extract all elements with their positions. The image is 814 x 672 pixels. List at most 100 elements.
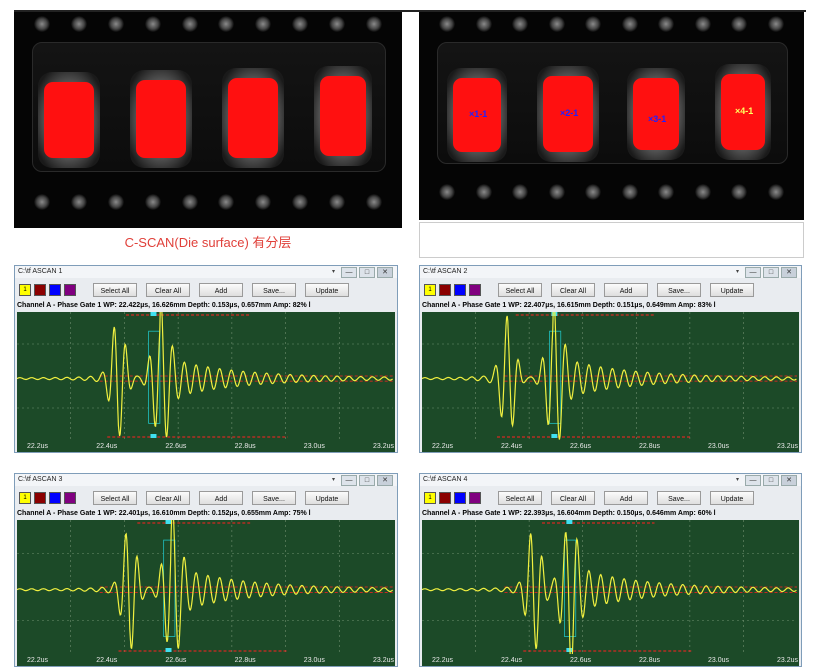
gate-marker-bottom[interactable] [551,434,558,438]
color-swatch-2[interactable] [439,283,451,296]
time-tick-label: 23.0us [303,443,325,450]
window-title: C:\tf ASCAN 2 [423,268,468,275]
select-all-button[interactable]: Select All [498,490,542,505]
time-tick-label: 23.2us [777,657,799,664]
minimize-button[interactable]: — [341,475,357,486]
gate-marker-bottom[interactable] [165,648,172,652]
window-title-bar: C:\tf ASCAN 1 ▾ — □ ✕ [15,266,397,278]
color-swatch-3[interactable] [49,283,61,296]
time-tick-label: 22.4us [96,443,118,450]
update-button[interactable]: Update [710,282,754,297]
update-button[interactable]: Update [305,282,349,297]
clear-all-button[interactable]: Clear All [551,490,595,505]
time-axis: 22.2us 22.4us 22.6us 22.8us 23.0us 23.2us [422,442,799,452]
lead-dot [621,184,638,200]
ascan-window-2[interactable]: C:\tf ASCAN 2 ▾ — □ ✕ 1 Select All Clear All Add… [419,265,802,453]
delamination-area-1 [44,82,94,158]
clear-all-button[interactable]: Clear All [146,490,190,505]
die-marker-1: ×1-1 [469,109,488,119]
time-axis: 22.2us 22.4us 22.6us 22.8us 23.0us 23.2us [17,656,395,666]
time-tick-label: 22.8us [639,443,661,450]
save-button[interactable]: Save... [252,490,296,505]
close-button[interactable]: ✕ [781,475,797,486]
color-swatch-1[interactable]: 1 [19,283,31,296]
lead-dot [144,16,161,32]
lead-dot [107,16,124,32]
lead-dot [548,16,565,32]
save-button[interactable]: Save... [657,490,701,505]
ascan-waveform [17,312,393,438]
close-button[interactable]: ✕ [781,267,797,278]
lead-dot [475,16,492,32]
ascan-plot[interactable] [422,312,799,442]
time-tick-label: 22.2us [432,443,454,450]
color-swatch-1[interactable]: 1 [424,491,436,504]
ascan-window-4[interactable]: C:\tf ASCAN 4 ▾ — □ ✕ 1 Select All Clear All Add… [419,473,802,667]
add-button[interactable]: Add [604,282,648,297]
color-swatch-4[interactable] [469,283,481,296]
ascan-window-1[interactable]: C:\tf ASCAN 1 ▾ — □ ✕ 1 Select All Clear All Add… [14,265,398,453]
delamination-area-3 [633,78,679,150]
time-tick-label: 22.8us [234,657,256,664]
ascan-plot[interactable] [17,312,395,442]
color-swatch-4[interactable] [64,491,76,504]
lead-dot [512,16,529,32]
ascan-plot[interactable] [17,520,395,656]
close-button[interactable]: ✕ [377,475,393,486]
window-menu-dropdown-icon[interactable]: ▾ [331,477,335,483]
maximize-button[interactable]: □ [763,267,779,278]
window-menu-dropdown-icon[interactable]: ▾ [735,477,739,483]
minimize-button[interactable]: — [745,475,761,486]
save-button[interactable]: Save... [252,282,296,297]
select-all-button[interactable]: Select All [498,282,542,297]
clear-all-button[interactable]: Clear All [551,282,595,297]
add-button[interactable]: Add [199,282,243,297]
window-menu-dropdown-icon[interactable]: ▾ [331,269,335,275]
update-button[interactable]: Update [305,490,349,505]
ascan-plot[interactable] [422,520,799,656]
color-swatch-2[interactable] [34,491,46,504]
gate-marker-top[interactable] [150,312,157,316]
gate-marker-top[interactable] [165,520,172,524]
lead-dot [292,16,309,32]
save-button[interactable]: Save... [657,282,701,297]
time-tick-label: 23.0us [708,443,730,450]
ascan-window-3[interactable]: C:\tf ASCAN 3 ▾ — □ ✕ 1 Select All Clear All Add… [14,473,398,667]
minimize-button[interactable]: — [341,267,357,278]
gate-marker-bottom[interactable] [150,434,157,438]
close-button[interactable]: ✕ [377,267,393,278]
color-swatch-3[interactable] [454,283,466,296]
lead-dot [694,16,711,32]
time-tick-label: 22.8us [234,443,256,450]
window-menu-dropdown-icon[interactable]: ▾ [735,269,739,275]
color-swatch-1[interactable]: 1 [424,283,436,296]
window-controls: ▾ — □ ✕ [735,475,797,486]
cscan-caption: C-SCAN(Die surface) 有分层 [124,235,292,250]
color-swatch-3[interactable] [454,491,466,504]
maximize-button[interactable]: □ [359,267,375,278]
lead-dot [329,16,346,32]
update-button[interactable]: Update [710,490,754,505]
select-all-button[interactable]: Select All [93,282,137,297]
color-swatch-4[interactable] [64,283,76,296]
color-swatch-4[interactable] [469,491,481,504]
lead-dot [107,194,124,210]
color-swatch-2[interactable] [34,283,46,296]
cscan-caption-right-blank [419,222,804,258]
top-border [14,10,806,12]
lead-dot [218,194,235,210]
add-button[interactable]: Add [604,490,648,505]
select-all-button[interactable]: Select All [93,490,137,505]
lead-dot [731,16,748,32]
add-button[interactable]: Add [199,490,243,505]
maximize-button[interactable]: □ [763,475,779,486]
window-controls: ▾ — □ ✕ [735,267,797,278]
minimize-button[interactable]: — [745,267,761,278]
maximize-button[interactable]: □ [359,475,375,486]
gate-marker-bottom[interactable] [566,648,573,652]
clear-all-button[interactable]: Clear All [146,282,190,297]
gate-marker-top[interactable] [566,520,573,524]
color-swatch-2[interactable] [439,491,451,504]
color-swatch-1[interactable]: 1 [19,491,31,504]
color-swatch-3[interactable] [49,491,61,504]
